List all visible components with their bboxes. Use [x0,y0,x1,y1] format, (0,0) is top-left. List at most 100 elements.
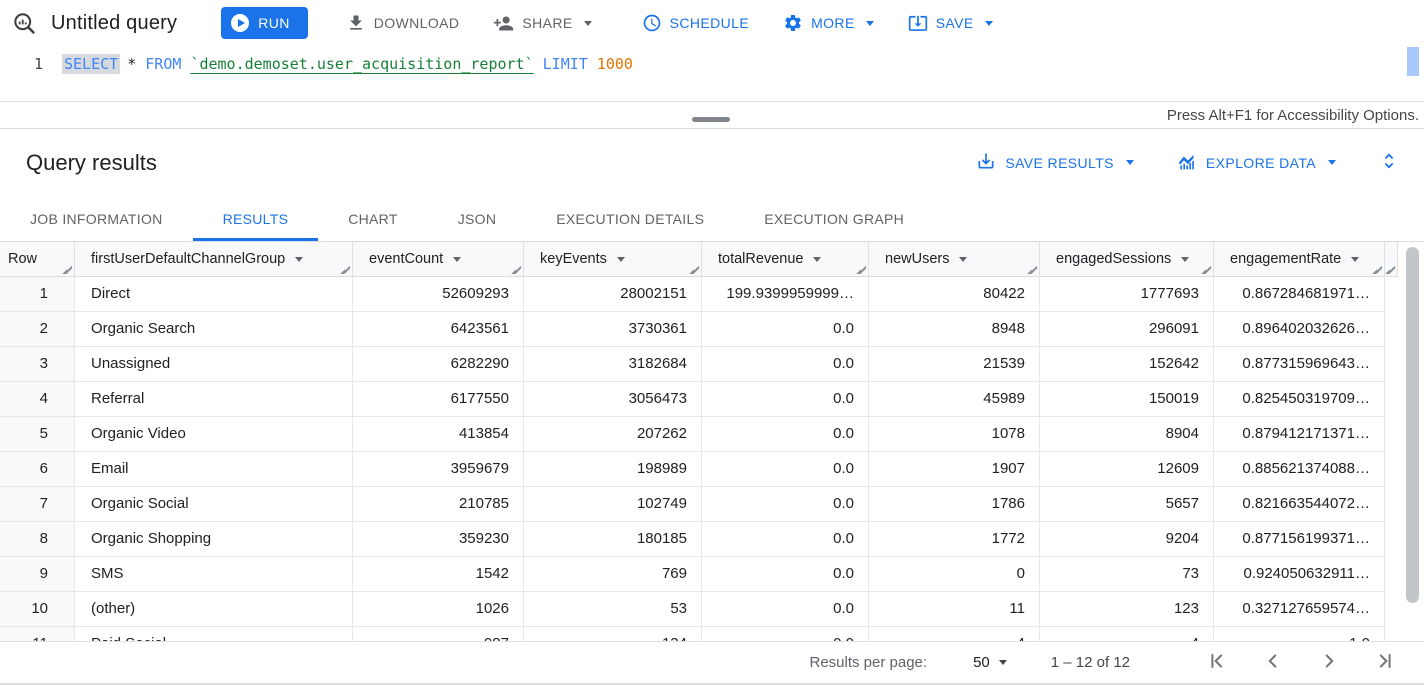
table-cell: 3959679 [353,452,524,487]
tab-job-information[interactable]: JOB INFORMATION [30,210,163,227]
column-menu-caret-icon[interactable] [616,256,625,262]
tab-execution-graph[interactable]: EXECUTION GRAPH [764,210,905,227]
row-number-cell: 4 [0,382,75,417]
first-page-button[interactable] [1206,650,1228,675]
table-cell: 0.0 [702,417,869,452]
table-cell: 0.896402032626… [1214,312,1385,347]
column-label: Row [8,251,38,267]
save-button[interactable]: SAVE [902,5,999,41]
table-cell: 0.0 [702,347,869,382]
table-cell: 0.821663544072… [1214,487,1385,522]
column-header-eventcount[interactable]: eventCount [353,242,524,277]
table-cell: 80422 [869,277,1040,312]
share-caret-icon [583,20,592,26]
tab-json[interactable]: JSON [457,210,497,227]
more-button[interactable]: MORE [777,5,880,41]
save-label: SAVE [935,15,974,31]
previous-page-button[interactable] [1262,650,1284,675]
first-page-icon [1206,650,1228,675]
column-label: engagementRate [1230,251,1342,267]
save-results-label: SAVE RESULTS [1005,154,1114,171]
share-button[interactable]: SHARE [487,5,597,41]
download-button[interactable]: DOWNLOAD [340,5,466,41]
row-number-cell: 7 [0,487,75,522]
run-button[interactable]: RUN [221,7,308,39]
column-resize-grip[interactable] [1200,263,1211,274]
last-page-button[interactable] [1374,650,1396,675]
share-label: SHARE [522,15,573,31]
row-number-cell: 6 [0,452,75,487]
table-cell: 0.0 [702,627,869,641]
table-cell: Unassigned [75,347,353,382]
column-header-row[interactable]: Row [0,242,75,277]
table-cell: 5657 [1040,487,1214,522]
column-label: newUsers [885,251,950,267]
clock-icon [642,13,662,33]
table-cell: 4 [869,627,1040,641]
column-menu-caret-icon[interactable] [959,256,968,262]
tab-chart[interactable]: CHART [348,210,398,227]
column-resize-grip[interactable] [339,263,350,274]
editor-scrollbar-thumb[interactable] [1407,47,1419,76]
last-page-icon [1374,650,1396,675]
table-row: 9 SMS 1542 769 0.0 0 73 0.924050632911… [0,557,1424,592]
column-header-totalrevenue[interactable]: totalRevenue [702,242,869,277]
column-header-engagedsessions[interactable]: engagedSessions [1040,242,1214,277]
table-cell: 1772 [869,522,1040,557]
column-resize-grip[interactable] [1371,263,1382,274]
table-cell: 45989 [869,382,1040,417]
save-results-button[interactable]: SAVE RESULTS [976,151,1134,174]
column-resize-grip[interactable] [855,263,866,274]
column-menu-caret-icon[interactable] [295,256,304,262]
explore-data-button[interactable]: EXPLORE DATA [1176,151,1336,175]
column-label: firstUserDefaultChannelGroup [91,251,286,267]
column-resize-grip[interactable] [510,263,521,274]
more-label: MORE [811,15,855,31]
column-header-keyevents[interactable]: keyEvents [524,242,702,277]
column-header-firstuserdefaultchannelgroup[interactable]: firstUserDefaultChannelGroup [75,242,353,277]
table-cell: 413854 [353,417,524,452]
explore-data-icon [1176,151,1197,175]
table-cell: 180185 [524,522,702,557]
table-cell: 0.0 [702,522,869,557]
table-cell: 52609293 [353,277,524,312]
table-cell: 6177550 [353,382,524,417]
sql-editor[interactable]: 1 SELECT * FROM `demo.demoset.user_acqui… [0,46,1424,101]
table-cell: Organic Social [75,487,353,522]
column-resize-grip[interactable] [1026,263,1037,274]
splitter-drag-handle[interactable] [692,117,730,122]
column-menu-caret-icon[interactable] [453,256,462,262]
next-page-button[interactable] [1318,650,1340,675]
table-cell: Organic Shopping [75,522,353,557]
panel-splitter[interactable]: Press Alt+F1 for Accessibility Options. [0,101,1424,129]
column-header-engagementrate[interactable]: engagementRate [1214,242,1385,277]
column-menu-caret-icon[interactable] [1351,256,1360,262]
table-cell: 123 [1040,592,1214,627]
run-label: RUN [258,15,290,31]
sql-code-line[interactable]: SELECT * FROM `demo.demoset.user_acquisi… [62,46,633,101]
table-cell: 8904 [1040,417,1214,452]
column-resize-grip[interactable] [61,263,72,274]
window-bottom-edge [0,683,1424,685]
table-row: 8 Organic Shopping 359230 180185 0.0 1772 9204… [0,522,1424,557]
table-cell: 0.0 [702,557,869,592]
sql-table-reference-link[interactable]: `demo.demoset.user_acquisition_report` [190,55,534,73]
column-resize-grip[interactable] [688,263,699,274]
column-menu-caret-icon[interactable] [1181,256,1190,262]
tab-results[interactable]: RESULTS [192,196,319,241]
table-scrollbar-thumb[interactable] [1406,247,1419,603]
table-cell: 102749 [524,487,702,522]
table-cell: 0.879412171371… [1214,417,1385,452]
column-menu-caret-icon[interactable] [813,256,822,262]
collapse-results-button[interactable] [1378,150,1400,175]
play-icon [231,14,250,32]
column-resize-grip[interactable] [1384,263,1395,274]
column-label: engagedSessions [1056,251,1172,267]
schedule-button[interactable]: SCHEDULE [636,5,755,41]
editor-gutter: 1 [0,46,64,101]
tab-execution-details[interactable]: EXECUTION DETAILS [556,210,705,227]
column-header-newusers[interactable]: newUsers [869,242,1040,277]
page-size-select[interactable]: 50 [973,654,1007,671]
table-cell: 987 [353,627,524,641]
